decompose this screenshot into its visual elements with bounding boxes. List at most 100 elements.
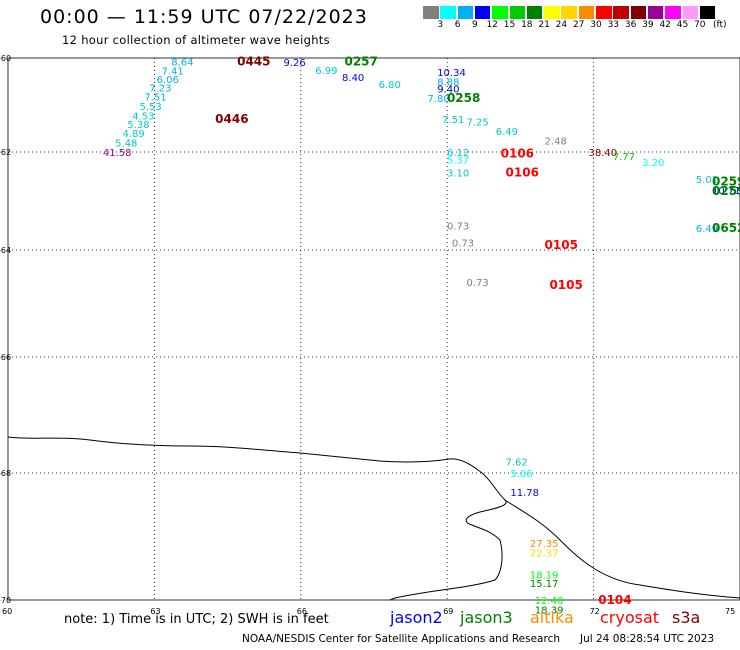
pass-time-label: 0106 [506,166,539,180]
pass-time-label: 0258 [447,91,480,105]
legend-swatch [561,6,577,19]
wave-height-value: 6.49 [696,224,718,235]
pass-time-label: 0106 [501,146,534,160]
wave-height-value: 10.71 [712,186,740,197]
legend-swatch [423,6,439,19]
wave-height-value: 5.37 [447,155,469,166]
longitude-tick-label: 69 [443,607,453,616]
legend-label: 21 [538,20,550,30]
wave-height-value: 0.73 [447,222,469,233]
coastline-islands [504,499,740,599]
satellite-legend-jason2: jason2 [390,608,443,627]
legend-label: 30 [590,20,602,30]
wave-height-value: 4.89 [122,129,144,140]
wave-height-value: 6.06 [157,75,179,86]
wave-height-value: 7.77 [613,152,635,163]
wave-height-value: 41.58 [103,148,132,159]
legend-label: 15 [503,20,516,30]
page-subtitle: 12 hour collection of altimeter wave hei… [62,33,330,47]
legend-swatch [647,6,664,19]
footer-note: note: 1) Time is in UTC; 2) SWH is in fe… [64,612,329,627]
legend-swatch [544,6,560,19]
legend-label: 36 [624,20,637,30]
wave-height-value: 7.51 [442,115,464,126]
latitude-tick-label: -62 [0,148,11,157]
legend-label: 33 [607,20,620,30]
longitude-tick-label: 66 [297,607,307,616]
legend-label: 12 [486,20,498,30]
pass-time-label: 0104 [598,593,631,607]
legend-swatch [665,6,681,19]
wave-height-value: 5.53 [140,102,162,113]
legend-swatch [526,6,543,19]
wave-height-value: 7.51 [144,93,166,104]
legend-label: 6 [454,20,461,30]
page-title: 00:00 — 11:59 UTC 07/22/2023 [40,6,368,28]
legend-label: 18 [521,20,533,30]
pass-time-label: 0105 [549,278,582,292]
legend-swatch [509,6,525,19]
legend-label: 42 [659,20,671,30]
satellite-legend-jason3: jason3 [460,608,513,627]
legend-swatch [630,6,647,19]
wave-height-value: 0.73 [452,239,474,250]
longitude-tick-label: 75 [725,607,735,616]
wave-height-value: 27.35 [530,539,559,550]
latitude-tick-label: -60 [0,54,11,63]
wave-height-value: 8.64 [171,57,193,68]
legend-label: 27 [572,20,585,30]
legend-label: 3 [437,20,444,30]
pass-time-label: 0257 [344,54,377,68]
legend-label: 9 [472,20,478,30]
axis-tick-labels: -60 -62 -64 -66 -68 -70 60 63 66 69 72 75 [0,54,735,616]
latitude-tick-label: -70 [0,596,11,605]
wave-height-value: 7.62 [506,457,528,468]
satellite-legend-altika: altika [530,608,574,627]
legend-swatch [613,6,629,19]
pass-time-label: 0652 [712,221,740,235]
latitude-tick-label: -66 [0,353,11,362]
map-frame [7,57,740,601]
wave-height-value: 12.40 [535,596,564,607]
legend-label: 24 [555,20,568,30]
wave-height-value: 18.19 [530,571,559,582]
wave-height-value: 38.40 [588,148,617,159]
longitude-tick-label: 63 [150,607,160,616]
legend-swatch [682,6,698,19]
satellite-legend-cryosat: cryosat [600,608,660,627]
wave-height-value: 6.80 [379,80,401,91]
pass-time-label: 0445 [237,54,270,68]
wave-height-value: 7.80 [427,94,449,105]
wave-height-value: 5.06 [510,469,532,480]
wave-height-value: 7.23 [149,84,171,95]
wave-height-value: 15.17 [530,579,559,590]
legend-label: 45 [676,20,689,30]
wave-height-value: 0.73 [466,278,488,289]
generated-timestamp: Jul 24 08:28:54 UTC 2023 [580,633,715,645]
wave-height-value: 3.20 [642,158,664,169]
wave-height-value: 5.01 [696,175,718,186]
legend-swatch [596,6,612,19]
wave-height-value: 3.10 [447,169,469,180]
wave-height-value: 9.40 [437,85,459,96]
wave-height-value: 5.38 [127,120,149,131]
legend-swatch [492,6,508,19]
wave-height-value: 7.41 [161,67,183,78]
observation-labels: 8.647.416.067.237.515.534.535.384.895.48… [103,54,740,616]
wave-height-value: 2.48 [545,136,567,147]
legend-unit-label: (ft) [713,20,727,30]
pass-time-label: 0105 [545,238,578,252]
wave-height-value: 18.39 [535,606,564,617]
legend-label: 39 [642,20,654,30]
pass-time-label: 0259 [712,184,740,198]
legend-swatch [578,6,595,19]
legend-swatch [474,6,491,19]
credit-text: NOAA/NESDIS Center for Satellite Applica… [242,633,560,645]
pass-time-label: 0259 [712,174,740,188]
wave-height-value: 8.40 [342,73,364,84]
latitude-tick-label: -64 [0,246,11,255]
wave-height-value: 10.34 [437,68,466,79]
legend-swatch [440,6,456,19]
latitude-tick-label: -68 [0,469,11,478]
